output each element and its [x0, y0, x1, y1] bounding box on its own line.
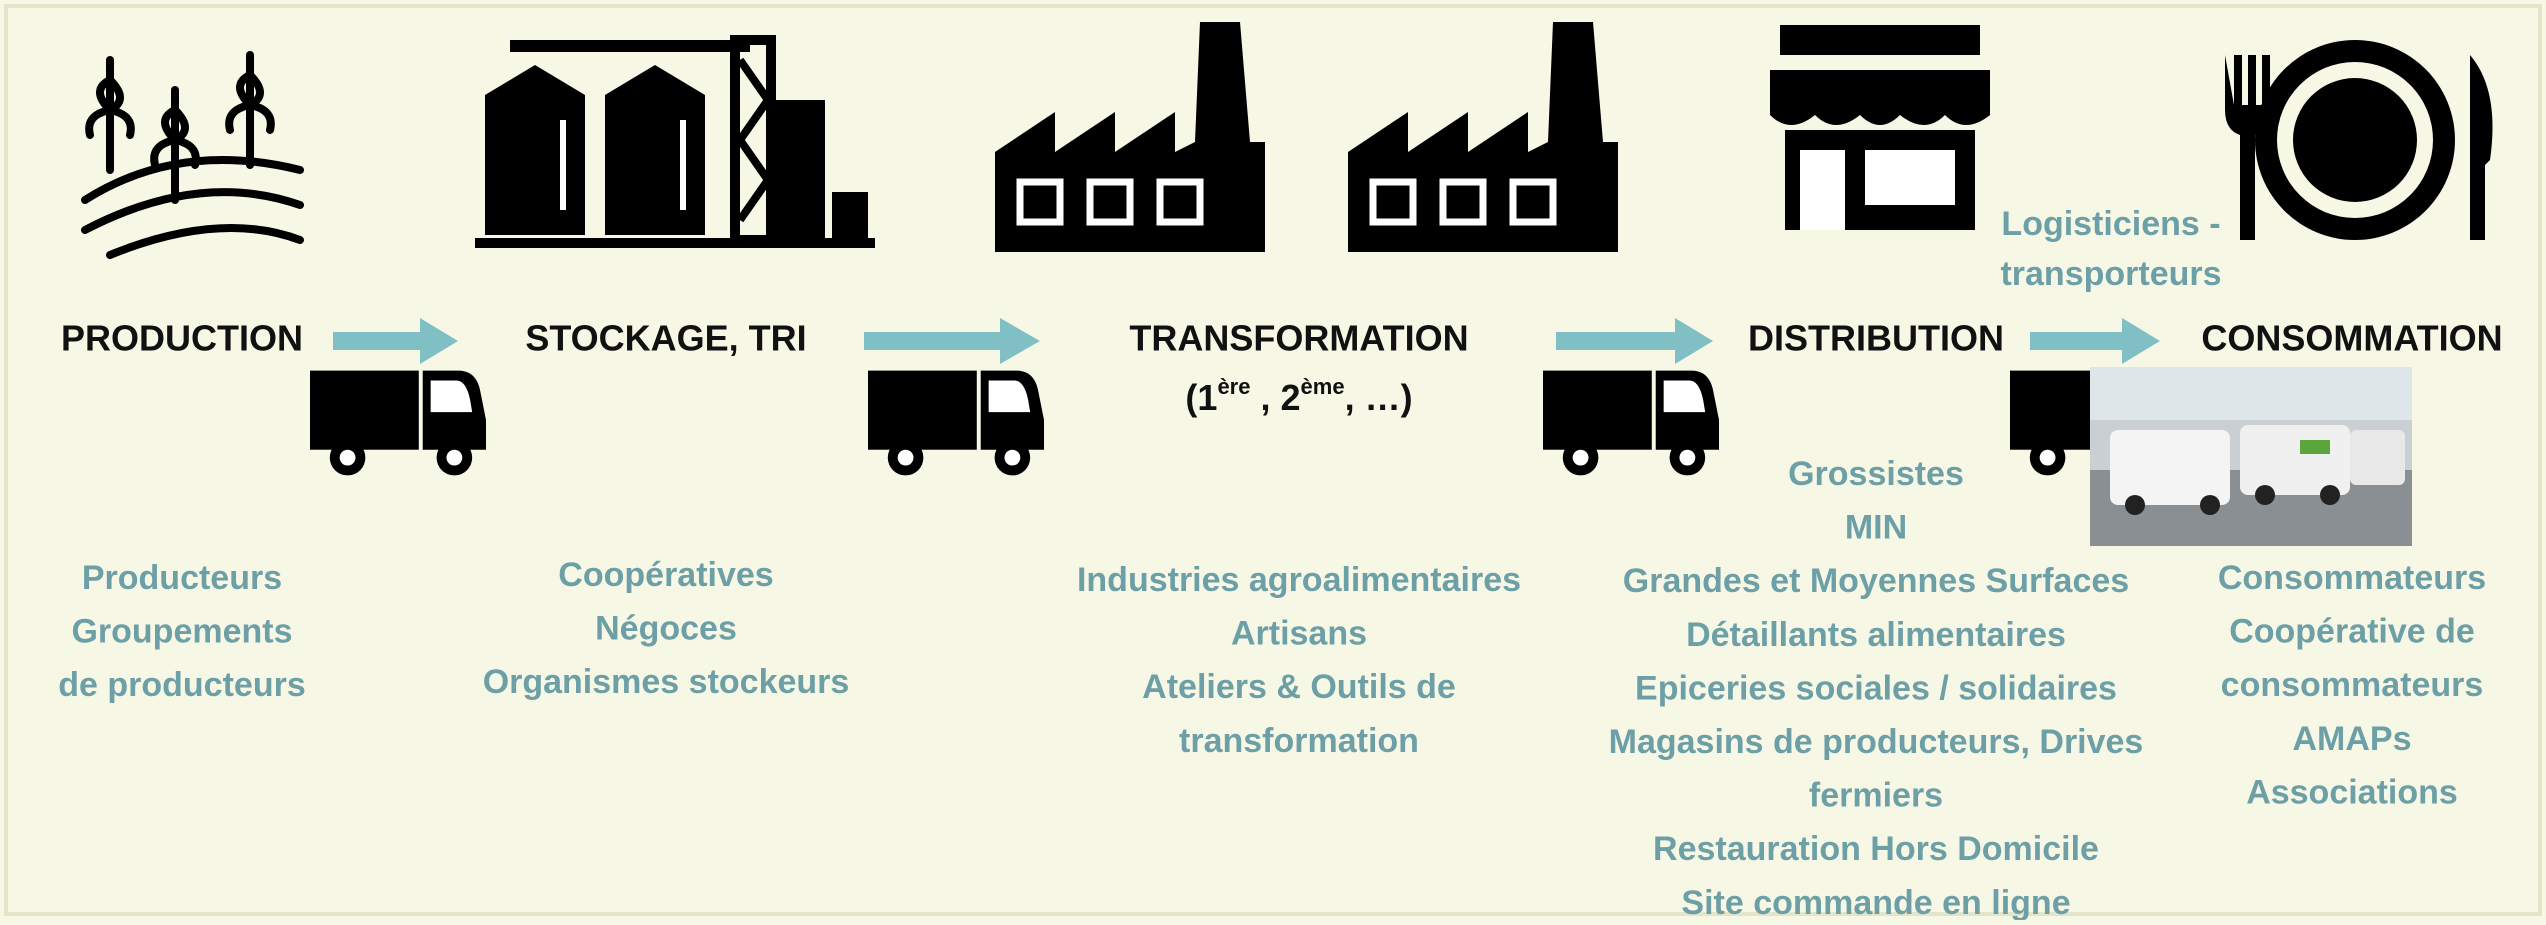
factory-icon	[1348, 22, 1618, 252]
logistics-label: Logisticiens -	[2001, 205, 2220, 243]
superscript: ère	[1217, 374, 1250, 399]
logistics-label: transporteurs	[2000, 255, 2221, 293]
actor: Magasins de producteurs, Drives	[1609, 723, 2144, 761]
stage-label: PRODUCTION	[61, 318, 303, 359]
sublabel-part: , …)	[1345, 377, 1413, 418]
actor: transformation	[1179, 722, 1419, 760]
actor: Restauration Hors Domicile	[1653, 830, 2099, 868]
vans-photo	[2090, 367, 2412, 546]
actor: Associations	[2246, 773, 2458, 811]
truck	[310, 370, 487, 476]
stage-label: CONSOMMATION	[2201, 318, 2502, 359]
actor: Epiceries sociales / solidaires	[1635, 669, 2117, 707]
factory-icon	[995, 22, 1265, 252]
sublabel-part: , 2	[1250, 377, 1300, 418]
actor: Détaillants alimentaires	[1686, 616, 2066, 654]
frame	[4, 4, 2542, 916]
silo-icon	[475, 35, 875, 248]
actor: Coopérative de	[2229, 613, 2475, 651]
field-icon	[81, 51, 304, 259]
actor: Grossistes	[1788, 455, 1964, 493]
arrows	[333, 318, 2160, 364]
truck	[868, 370, 1045, 476]
actor: Grandes et Moyennes Surfaces	[1623, 562, 2129, 600]
actor: Industries agroalimentaires	[1077, 561, 1521, 599]
actor: consommateurs	[2221, 666, 2484, 704]
actor: Artisans	[1231, 615, 1367, 653]
stage-label: DISTRIBUTION	[1748, 318, 2004, 359]
truck	[1543, 370, 1720, 476]
actor: Négoces	[595, 610, 737, 648]
superscript: ème	[1301, 374, 1345, 399]
actor: Organismes stockeurs	[483, 663, 850, 701]
actor: Ateliers & Outils de	[1142, 668, 1456, 706]
sublabel-part: (1	[1185, 377, 1217, 418]
actor: Producteurs	[82, 559, 282, 597]
actor: fermiers	[1809, 777, 1943, 815]
actor: Site commande en ligne	[1681, 884, 2070, 920]
actor: Consommateurs	[2218, 559, 2486, 597]
actor: de producteurs	[58, 666, 305, 704]
dining-icon	[2225, 40, 2493, 240]
actor: Groupements	[71, 613, 292, 651]
stage-label: TRANSFORMATION	[1129, 318, 1468, 359]
stage-sublabel: (1ère , 2ème, …)	[1185, 374, 1412, 418]
stage-label: STOCKAGE, TRI	[525, 318, 806, 359]
actor: AMAPs	[2292, 720, 2411, 758]
actor: MIN	[1845, 509, 1907, 547]
shop-icon	[1770, 25, 1990, 230]
actor: Coopératives	[558, 556, 773, 594]
